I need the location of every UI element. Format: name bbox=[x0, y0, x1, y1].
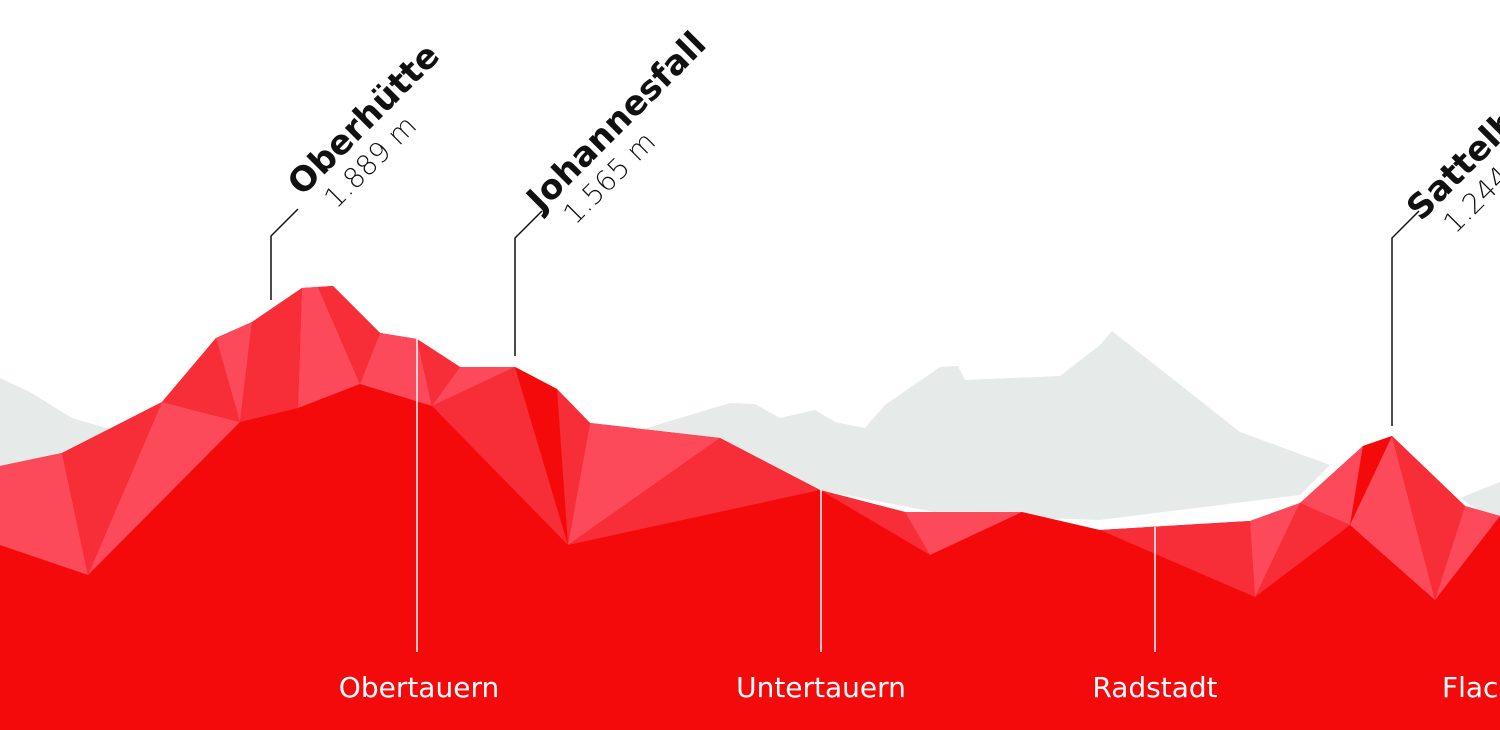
red-facet bbox=[240, 288, 302, 422]
town-label-radstadt: Radstadt bbox=[1092, 671, 1217, 704]
red-facet bbox=[905, 512, 1022, 555]
red-facet bbox=[417, 339, 460, 406]
red-facet bbox=[1255, 503, 1350, 597]
peak-callout-oberhutte: Oberhütte 1.889 m bbox=[270, 36, 448, 300]
peak-callout-johannesfall: Johannesfall 1.565 m bbox=[514, 24, 714, 356]
red-facet bbox=[1300, 446, 1363, 525]
peak-leader-line bbox=[1391, 210, 1420, 426]
red-facet bbox=[88, 402, 240, 575]
red-facet bbox=[432, 367, 568, 545]
red-facet bbox=[162, 338, 240, 422]
red-facet bbox=[557, 389, 590, 545]
red-facet bbox=[1350, 436, 1435, 600]
gray-ridge-center bbox=[640, 331, 1330, 520]
red-facet bbox=[1392, 436, 1465, 600]
town-label-untertauern: Untertauern bbox=[736, 671, 906, 704]
red-facet bbox=[1250, 503, 1300, 597]
red-facet bbox=[820, 490, 930, 555]
red-facet bbox=[515, 367, 568, 545]
town-label-obertauern: Obertauern bbox=[339, 671, 499, 704]
gray-ridge-right bbox=[1460, 482, 1500, 520]
red-facet bbox=[318, 286, 380, 384]
red-facet bbox=[1435, 506, 1500, 600]
red-facet bbox=[0, 453, 88, 575]
red-facet bbox=[360, 333, 432, 406]
red-facet bbox=[298, 287, 360, 408]
red-base bbox=[0, 286, 1500, 730]
peak-callout-sattelbauer: Sattelbauer 1.244 m bbox=[1391, 40, 1500, 426]
peak-leader-line bbox=[514, 210, 543, 356]
red-facet bbox=[1100, 521, 1255, 597]
red-facet bbox=[568, 438, 820, 545]
red-facet bbox=[62, 402, 162, 575]
red-facet bbox=[568, 423, 720, 545]
peak-leader-line bbox=[270, 208, 299, 300]
red-profile bbox=[0, 286, 1500, 730]
town-markers: Obertauern Untertauern Radstadt Flachau bbox=[339, 339, 1500, 704]
town-label-flachau: Flachau bbox=[1442, 671, 1500, 704]
